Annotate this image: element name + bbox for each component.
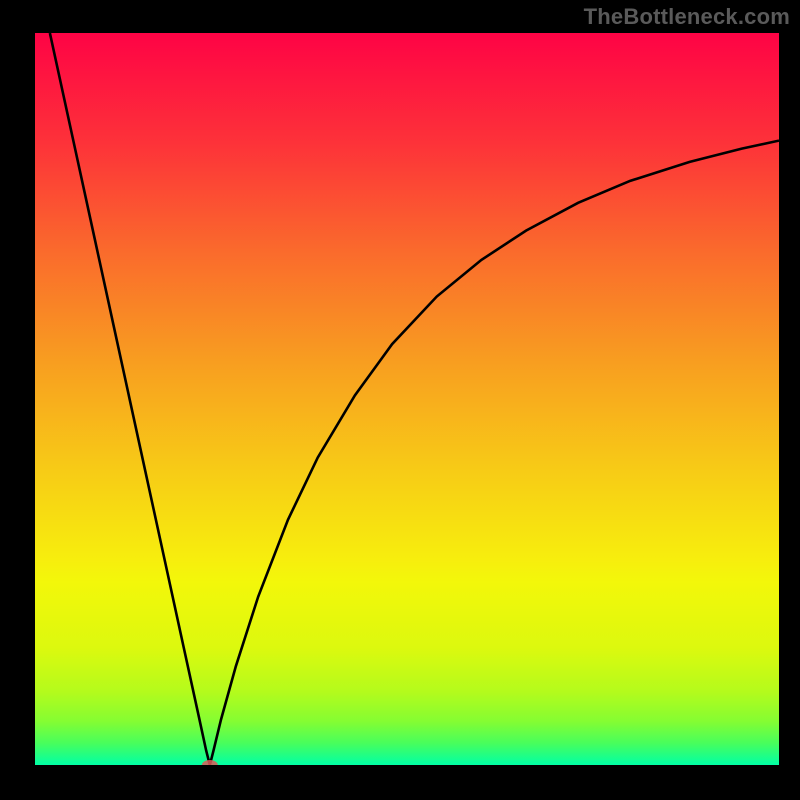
gradient-heat-chart xyxy=(35,33,779,765)
plot-area xyxy=(35,33,779,765)
watermark-text: TheBottleneck.com xyxy=(584,4,790,30)
chart-frame: TheBottleneck.com xyxy=(0,0,800,800)
chart-background xyxy=(35,33,779,765)
